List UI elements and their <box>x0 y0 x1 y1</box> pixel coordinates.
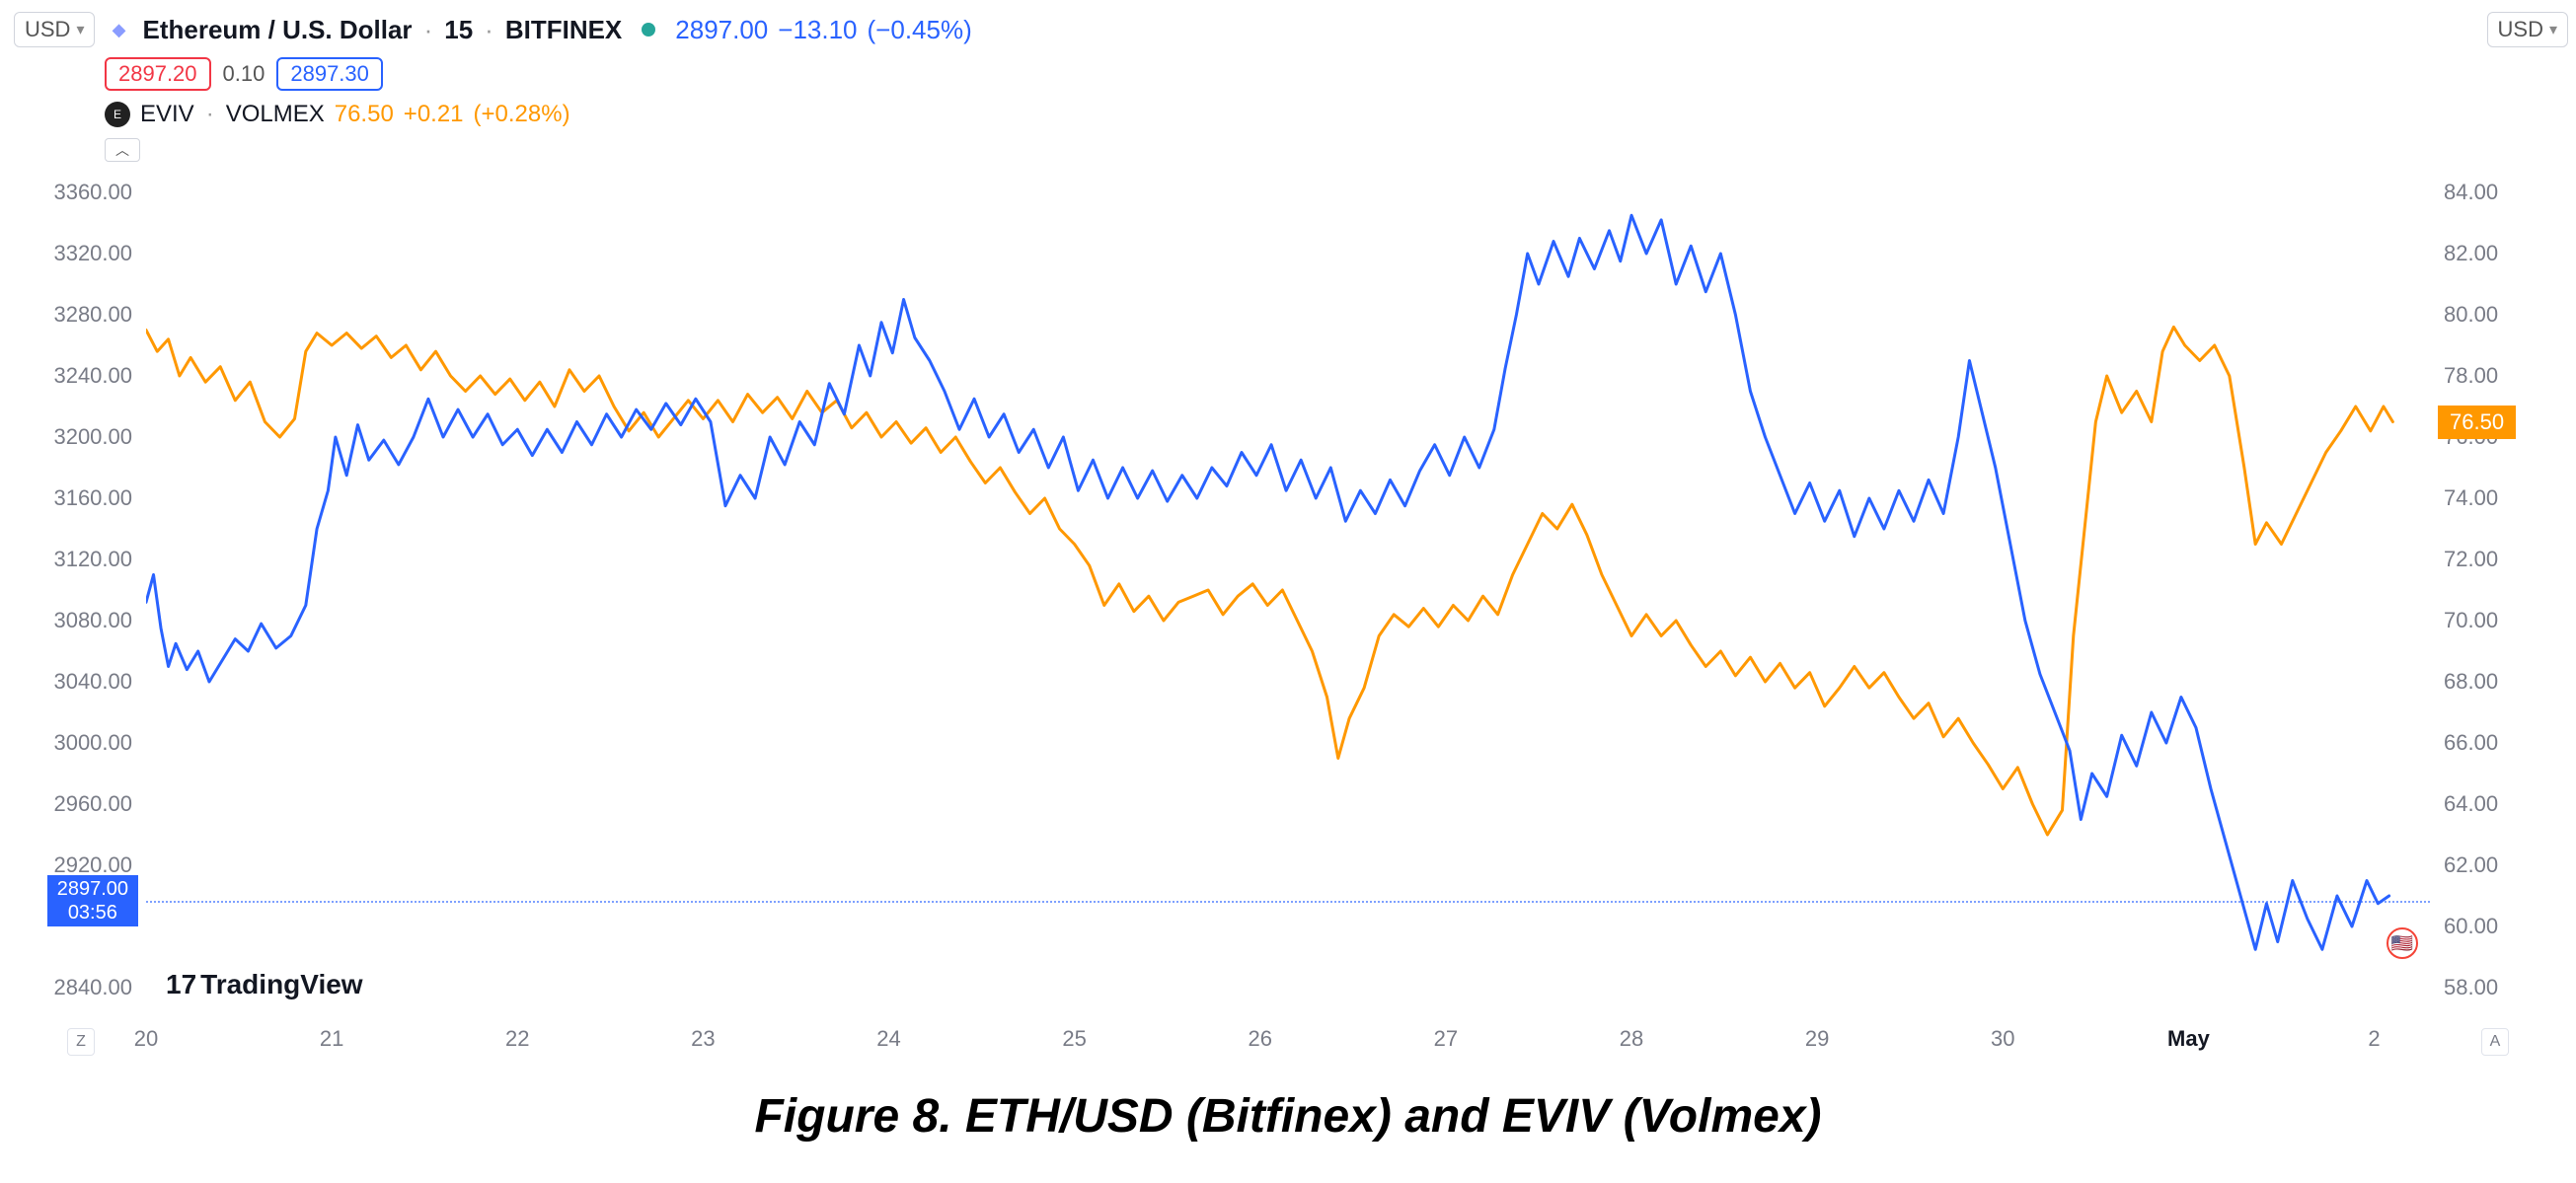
y-right-tick: 80.00 <box>2444 304 2498 326</box>
y-right-tick: 84.00 <box>2444 182 2498 203</box>
y-left-tick: 3200.00 <box>53 426 132 448</box>
us-flag-icon[interactable]: 🇺🇸 <box>2387 927 2418 959</box>
symbol2-name[interactable]: EVIV <box>140 101 194 128</box>
y-right-tick: 64.00 <box>2444 793 2498 815</box>
separator: · <box>483 15 495 45</box>
market-status-icon <box>642 23 655 37</box>
y-left-tick: 2960.00 <box>53 793 132 815</box>
x-tick: 25 <box>1062 1026 1086 1052</box>
collapse-legend-button[interactable]: ︿ <box>105 138 140 162</box>
x-tick: 26 <box>1249 1026 1272 1052</box>
ethereum-icon: ◆ <box>105 16 132 43</box>
y-right-tick: 72.00 <box>2444 549 2498 570</box>
chart-area[interactable]: 2840.002920.002960.003000.003040.003080.… <box>8 162 2568 1060</box>
y-right-tick: 58.00 <box>2444 977 2498 998</box>
bid-badge: 2897.20 <box>105 57 211 91</box>
y-left-tick: 3320.00 <box>53 243 132 264</box>
tradingview-label: TradingView <box>200 969 362 1000</box>
currency-select-right[interactable]: USD ▾ <box>2487 12 2568 47</box>
spread-value: 0.10 <box>223 61 265 87</box>
separator: · <box>204 101 216 128</box>
bid-ask-row: 2897.20 0.10 2897.30 <box>8 49 2568 97</box>
eviv-icon: E <box>105 102 130 127</box>
chart-line <box>146 327 2392 835</box>
x-tick: 20 <box>134 1026 158 1052</box>
symbol1-change: −13.10 <box>778 15 857 45</box>
tradingview-icon: 17 <box>166 969 196 1000</box>
timezone-left-button[interactable]: Z <box>67 1028 95 1056</box>
price-callout-left: 2897.0003:56 <box>47 875 138 926</box>
y-right-tick: 66.00 <box>2444 732 2498 754</box>
x-tick: 24 <box>876 1026 900 1052</box>
x-tick: 22 <box>505 1026 529 1052</box>
y-axis-right: 58.00 60.00 62.00 64.00 66.00 68.00 70.00 72.00… <box>2430 162 2568 1018</box>
ask-badge: 2897.30 <box>276 57 383 91</box>
y-left-tick: 3240.00 <box>53 365 132 387</box>
y-left-tick: 3120.00 <box>53 549 132 570</box>
symbol2-last: 76.50 <box>335 101 394 128</box>
symbol2-change-pct: (+0.28%) <box>474 101 570 128</box>
y-right-tick: 70.00 <box>2444 610 2498 631</box>
symbol1-name[interactable]: Ethereum / U.S. Dollar <box>142 15 412 45</box>
chevron-down-icon: ▾ <box>76 20 84 39</box>
figure-caption: Figure 8. ETH/USD (Bitfinex) and EVIV (V… <box>8 1060 2568 1183</box>
y-right-tick: 78.00 <box>2444 365 2498 387</box>
x-tick: 21 <box>320 1026 343 1052</box>
tradingview-logo: 17 TradingView <box>166 969 363 1000</box>
symbol2-change: +0.21 <box>404 101 464 128</box>
price-callout-right: 76.50 <box>2438 406 2516 439</box>
symbol1-change-pct: (−0.45%) <box>868 15 972 45</box>
y-left-tick: 3040.00 <box>53 671 132 693</box>
x-tick: 2 <box>2368 1026 2380 1052</box>
chart-line <box>146 215 2389 949</box>
adjust-right-button[interactable]: A <box>2481 1028 2509 1056</box>
x-tick: May <box>2167 1026 2210 1052</box>
y-right-tick: 62.00 <box>2444 854 2498 876</box>
symbol1-interval: 15 <box>444 15 473 45</box>
separator: · <box>422 15 435 45</box>
y-right-tick: 82.00 <box>2444 243 2498 264</box>
y-left-tick: 3360.00 <box>53 182 132 203</box>
price-reference-line <box>146 901 2430 903</box>
y-right-tick: 60.00 <box>2444 916 2498 937</box>
symbol1-last-price: 2897.00 <box>675 15 768 45</box>
x-tick: 27 <box>1434 1026 1458 1052</box>
y-left-tick: 3080.00 <box>53 610 132 631</box>
x-tick: 29 <box>1805 1026 1829 1052</box>
y-left-tick: 2920.00 <box>53 854 132 876</box>
chevron-up-icon: ︿ <box>115 140 129 160</box>
y-axis-left: 2840.00 2920.00 2960.00 3000.00 3040.00 3080.… <box>8 162 146 1018</box>
symbol1-exchange: BITFINEX <box>505 15 622 45</box>
currency-left-label: USD <box>25 17 70 42</box>
symbol2-exchange: VOLMEX <box>226 101 325 128</box>
chart-header: USD ▾ ◆ Ethereum / U.S. Dollar · 15 · BI… <box>8 10 2568 49</box>
x-tick: 28 <box>1620 1026 1643 1052</box>
y-left-tick: 3000.00 <box>53 732 132 754</box>
currency-right-label: USD <box>2498 17 2543 42</box>
y-right-tick: 68.00 <box>2444 671 2498 693</box>
y-left-tick: 2840.00 <box>53 977 132 998</box>
x-tick: 30 <box>1991 1026 2014 1052</box>
plot-region[interactable]: 17 TradingView 🇺🇸 <box>146 162 2430 1018</box>
x-axis: 2021222324252627282930May2 <box>146 1018 2430 1060</box>
y-right-tick: 74.00 <box>2444 487 2498 509</box>
currency-select-left[interactable]: USD ▾ <box>14 12 95 47</box>
y-left-tick: 3280.00 <box>53 304 132 326</box>
y-left-tick: 3160.00 <box>53 487 132 509</box>
x-tick: 23 <box>691 1026 715 1052</box>
chevron-down-icon: ▾ <box>2549 20 2557 39</box>
symbol2-legend: E EVIV · VOLMEX 76.50 +0.21 (+0.28%) <box>8 97 2568 132</box>
